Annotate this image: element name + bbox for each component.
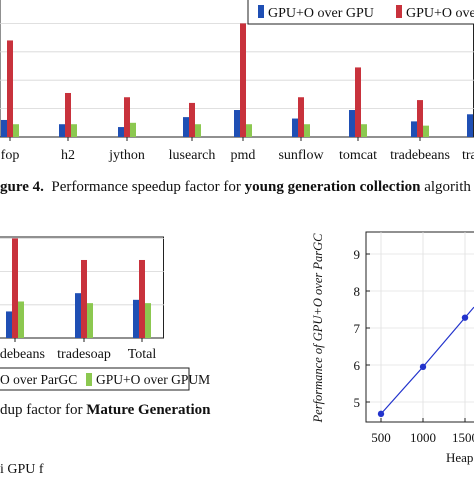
chart1-bar	[130, 122, 136, 137]
chart1-bar	[349, 110, 355, 137]
chart1-tick-label: fop	[1, 148, 20, 163]
chart1-bar	[423, 125, 429, 137]
chart2-tick-label: tradesoap	[57, 347, 111, 362]
chart2-bar	[145, 303, 151, 338]
chart1-bar	[183, 117, 189, 137]
chart1-bar	[411, 121, 417, 137]
chart2-bar	[87, 303, 93, 338]
chart3-data-point	[419, 363, 427, 371]
chart1-tick-label: tomcat	[339, 148, 377, 163]
chart2-tick-label: tradebeans	[0, 347, 45, 362]
chart3-xtick-label: 1500	[452, 430, 474, 445]
chart1-bar	[59, 124, 65, 137]
chart3-xlabel: Heap s	[446, 450, 474, 465]
chart1-tick-label: sunflow	[278, 148, 324, 163]
heap-size-line-chart: 5 6 7 8 9 500 1000 1500 Performance of GPU+O ov…	[311, 231, 474, 465]
chart3-ytick-label: 9	[354, 247, 361, 262]
figure4-tail: algorith	[420, 179, 471, 195]
chart1-tick-label: lusearch	[169, 148, 216, 163]
figure4-bold: young generation collection	[244, 179, 421, 195]
chart1-legend-swatch-blue	[258, 5, 264, 18]
chart2-legend-label-2: GPU+O over GPUM	[96, 372, 210, 387]
chart2-tick-label: Total	[128, 347, 157, 362]
chart1-legend-box	[247, 0, 474, 25]
chart1-bar	[355, 67, 361, 137]
chart1-bar	[124, 97, 130, 137]
figure4-caption: gure 4. Performance speedup factor for y…	[0, 179, 471, 196]
chart3-series-line	[380, 306, 474, 415]
chart1-tick-label: trade	[462, 148, 474, 163]
chart2-legend-swatch-green	[86, 373, 92, 386]
chart1-tick-label: jython	[108, 148, 145, 163]
chart2-bar	[81, 259, 87, 338]
chart3-data-point	[377, 410, 385, 418]
chart1-bar	[246, 124, 252, 137]
bottom-fragment-text: i GPU f	[0, 462, 44, 477]
chart2-legend-label-1: O over ParGC	[0, 372, 77, 387]
chart1-bar	[292, 118, 298, 137]
chart1-bar	[298, 97, 304, 137]
bottom-text-fragment: i GPU f	[0, 462, 44, 478]
chart3-plot-frame	[365, 231, 474, 423]
figure4-label: gure 4.	[0, 179, 44, 195]
chart3-ytick-label: 8	[354, 284, 361, 299]
figure5-bold: Mature Generation	[86, 402, 211, 418]
chart2-legend: O over ParGC GPU+O over GPUM	[0, 367, 210, 391]
chart1-legend: GPU+O over GPU GPU+O over	[247, 0, 474, 25]
chart1-bar	[467, 114, 473, 137]
chart1-bar	[195, 124, 201, 137]
figure5-text: dup factor for	[0, 402, 87, 418]
chart2-bar	[139, 259, 145, 338]
chart2-bar	[6, 311, 12, 338]
chart3-xtick-label: 1000	[410, 430, 436, 445]
chart1-bar	[417, 100, 423, 137]
figure5-caption: dup factor for Mature Generation	[0, 402, 211, 419]
chart1-bar	[361, 124, 367, 137]
mature-generation-chart: tradebeans tradesoap Total O over ParGC GP…	[0, 236, 210, 391]
chart3-data-point	[461, 314, 469, 321]
chart3-ytick-label: 6	[354, 358, 361, 373]
chart1-tick-label: h2	[61, 148, 75, 163]
chart1-bar	[304, 124, 310, 137]
figure4-text: Performance speedup factor for	[51, 179, 245, 195]
chart1-legend-label-2: GPU+O over	[406, 6, 474, 21]
chart2-legend-box	[0, 367, 190, 391]
chart1-bar	[71, 124, 77, 137]
chart1-tick-label: tradebeans	[390, 148, 450, 163]
chart1-bar	[234, 110, 240, 137]
chart1-bar	[240, 23, 246, 137]
chart1-legend-swatch-red	[396, 5, 402, 18]
chart3-ytick-label: 7	[354, 321, 361, 336]
chart1-bar	[1, 119, 7, 137]
chart3-xtick-label: 500	[371, 430, 391, 445]
chart2-bar	[12, 238, 18, 338]
chart1-tick-label: pmd	[231, 148, 256, 163]
chart2-bar	[133, 299, 139, 338]
chart2-bar	[18, 301, 24, 338]
chart3-ylabel: Performance of GPU+O over ParGC	[311, 233, 325, 424]
chart1-bar	[65, 92, 71, 137]
chart1-legend-label-1: GPU+O over GPU	[268, 6, 374, 21]
chart1-bar	[7, 40, 13, 137]
chart3-ytick-label: 5	[354, 395, 361, 410]
young-generation-chart: fop h2 jython lusearch pmd sunflow tomcat trade…	[0, 0, 474, 163]
chart1-bar	[13, 124, 19, 137]
chart2-bar	[75, 293, 81, 338]
chart1-bar	[118, 127, 124, 137]
chart1-bar	[189, 102, 195, 137]
